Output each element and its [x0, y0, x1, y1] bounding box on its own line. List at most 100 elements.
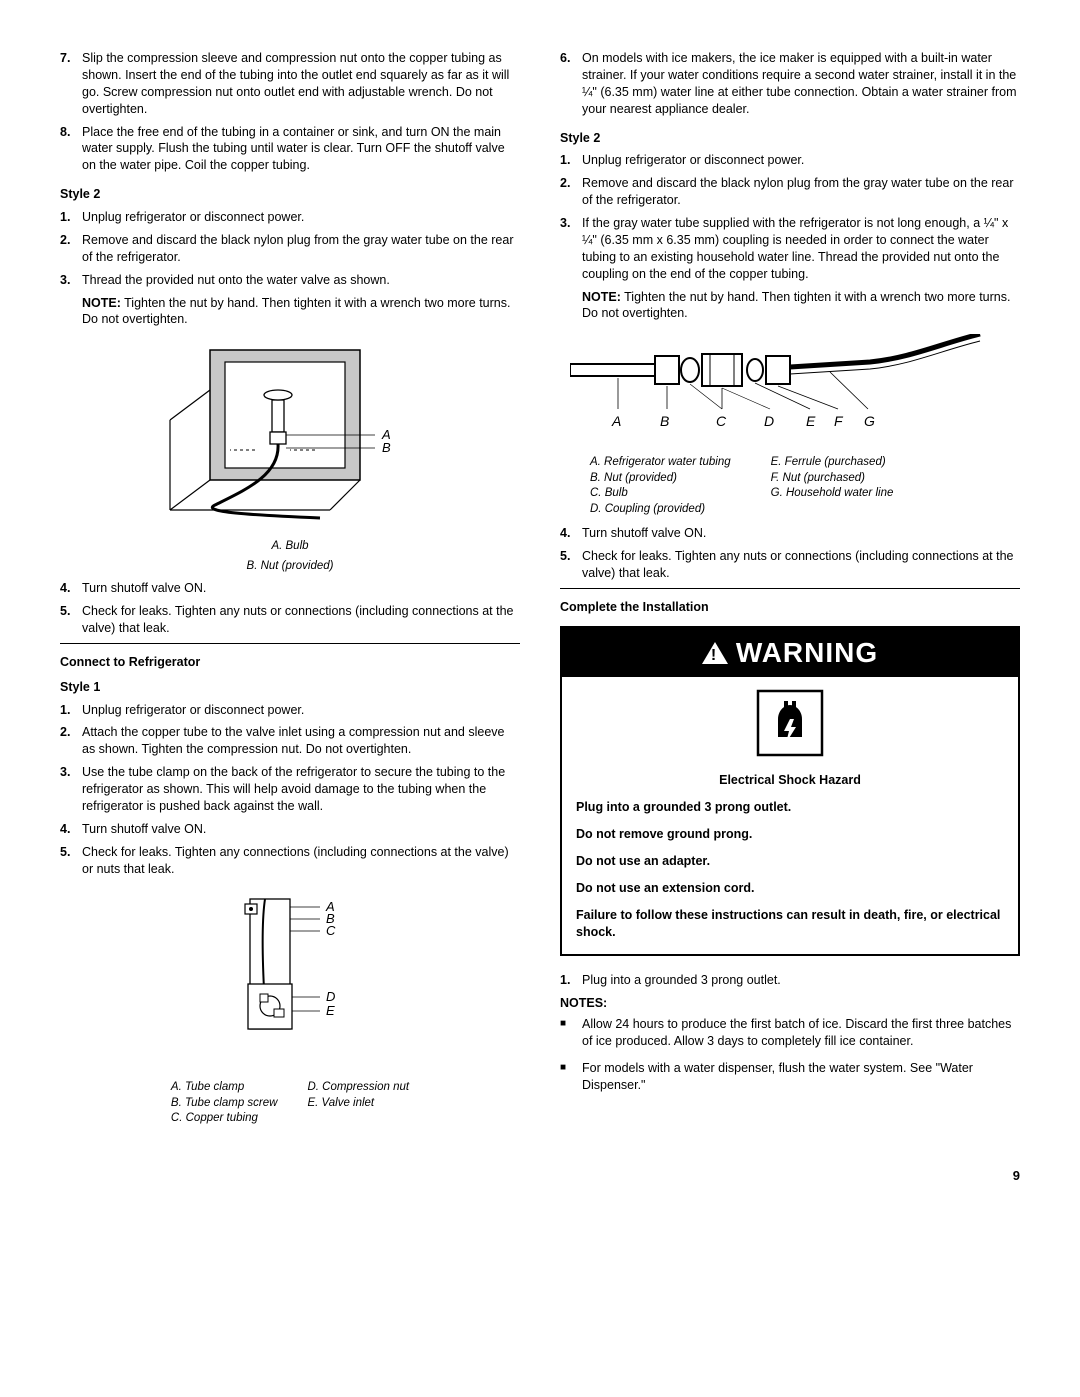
left-column: 7.Slip the compression sleeve and compre…	[60, 50, 520, 1127]
hazard-line: Do not remove ground prong.	[576, 826, 1004, 843]
fig2-letter: D	[326, 989, 335, 1004]
item-number: 5.	[560, 548, 582, 582]
fig3-letter: G	[864, 413, 875, 429]
fig3-letter: C	[716, 413, 727, 429]
item-number: 2.	[60, 724, 82, 758]
warning-body: Electrical Shock Hazard Plug into a grou…	[562, 677, 1018, 954]
item-number: 3.	[560, 215, 582, 283]
note-text: For models with a water dispenser, flush…	[582, 1060, 1020, 1094]
wall-valve-svg: A B	[160, 340, 420, 530]
two-column-layout: 7.Slip the compression sleeve and compre…	[60, 50, 1020, 1127]
item-text: Check for leaks. Tighten any connections…	[82, 844, 520, 878]
item-number: 5.	[60, 603, 82, 637]
list-item: 1.Plug into a grounded 3 prong outlet.	[560, 972, 1020, 989]
item-text: Unplug refrigerator or disconnect power.	[82, 209, 520, 226]
style1-heading: Style 1	[60, 679, 520, 696]
item-number: 2.	[560, 175, 582, 209]
hazard-line: Plug into a grounded 3 prong outlet.	[576, 799, 1004, 816]
list-item: 5.Check for leaks. Tighten any connectio…	[60, 844, 520, 878]
connect-heading: Connect to Refrigerator	[60, 654, 520, 671]
list-item: 6.On models with ice makers, the ice mak…	[560, 50, 1020, 118]
left-style2-list: 1.Unplug refrigerator or disconnect powe…	[60, 209, 520, 289]
note-text: Tighten the nut by hand. Then tighten it…	[582, 290, 1010, 321]
legend-item: B. Nut (provided)	[590, 471, 731, 487]
item-text: Use the tube clamp on the back of the re…	[82, 764, 520, 815]
fig1-caption-b: B. Nut (provided)	[60, 559, 520, 575]
legend-item: D. Compression nut	[307, 1080, 409, 1096]
item-number: 2.	[60, 232, 82, 266]
legend-item: A. Refrigerator water tubing	[590, 455, 731, 471]
fig3-legend: A. Refrigerator water tubing B. Nut (pro…	[560, 455, 1020, 517]
list-item: 1.Unplug refrigerator or disconnect powe…	[60, 702, 520, 719]
item-text: Remove and discard the black nylon plug …	[582, 175, 1020, 209]
fig3-letter: B	[660, 413, 669, 429]
fig2-letter: E	[326, 1003, 335, 1018]
list-item: 5.Check for leaks. Tighten any nuts or c…	[60, 603, 520, 637]
legend-item: F. Nut (purchased)	[771, 471, 894, 487]
right-style2-after: 4.Turn shutoff valve ON. 5.Check for lea…	[560, 525, 1020, 582]
item-text: Check for leaks. Tighten any nuts or con…	[82, 603, 520, 637]
item-number: 3.	[60, 764, 82, 815]
item-number: 1.	[60, 702, 82, 719]
hazard-line: Do not use an extension cord.	[576, 880, 1004, 897]
item-text: Thread the provided nut onto the water v…	[82, 272, 520, 289]
note-label: NOTE:	[82, 296, 121, 310]
item-number: 1.	[560, 152, 582, 169]
list-item: 5.Check for leaks. Tighten any nuts or c…	[560, 548, 1020, 582]
right-column: 6.On models with ice makers, the ice mak…	[560, 50, 1020, 1127]
item-text: Unplug refrigerator or disconnect power.	[582, 152, 1020, 169]
list-item: 2.Remove and discard the black nylon plu…	[60, 232, 520, 266]
legend-item: B. Tube clamp screw	[171, 1096, 278, 1112]
left-style2-after: 4.Turn shutoff valve ON. 5.Check for lea…	[60, 580, 520, 637]
page-number: 9	[60, 1167, 1020, 1185]
legend-item: G. Household water line	[771, 486, 894, 502]
hazard-title: Electrical Shock Hazard	[576, 772, 1004, 789]
warning-word: WARNING	[736, 634, 878, 672]
item-text: Turn shutoff valve ON.	[82, 580, 520, 597]
item-number: 7.	[60, 50, 82, 118]
item-number: 5.	[60, 844, 82, 878]
list-item: 2.Remove and discard the black nylon plu…	[560, 175, 1020, 209]
warning-box: WARNING Electrical Shock Hazard Plug int…	[560, 626, 1020, 957]
legend-item: E. Valve inlet	[307, 1096, 409, 1112]
list-item: 2.Attach the copper tube to the valve in…	[60, 724, 520, 758]
list-item: 4.Turn shutoff valve ON.	[60, 580, 520, 597]
note-label: NOTE:	[582, 290, 621, 304]
item-text: Turn shutoff valve ON.	[82, 821, 520, 838]
note-item: Allow 24 hours to produce the first batc…	[560, 1016, 1020, 1050]
item-text: Unplug refrigerator or disconnect power.	[82, 702, 520, 719]
figure-wall-valve: A B A. Bulb B. Nut (provided)	[60, 340, 520, 574]
style2-note-right: NOTE: Tighten the nut by hand. Then tigh…	[582, 289, 1020, 323]
item-number: 1.	[60, 209, 82, 226]
legend-item: A. Tube clamp	[171, 1080, 278, 1096]
fig3-letter: A	[611, 413, 621, 429]
fig2-legend: A. Tube clamp B. Tube clamp screw C. Cop…	[60, 1080, 520, 1127]
item-number: 8.	[60, 124, 82, 175]
figure-coupling: A B C D E F G	[570, 334, 1020, 449]
left-top-list: 7.Slip the compression sleeve and compre…	[60, 50, 520, 174]
warning-header: WARNING	[562, 628, 1018, 678]
note-item: For models with a water dispenser, flush…	[560, 1060, 1020, 1094]
hazard-line: Failure to follow these instructions can…	[576, 907, 1004, 941]
legend-item: D. Coupling (provided)	[590, 502, 731, 518]
style2-heading-right: Style 2	[560, 130, 1020, 147]
list-item: 3.Use the tube clamp on the back of the …	[60, 764, 520, 815]
fig1-caption-a: A. Bulb	[60, 539, 520, 555]
item-text: Check for leaks. Tighten any nuts or con…	[582, 548, 1020, 582]
item-text: Place the free end of the tubing in a co…	[82, 124, 520, 175]
item-text: On models with ice makers, the ice maker…	[582, 50, 1020, 118]
coupling-svg: A B C D E F G	[570, 334, 990, 444]
fig3-letter: F	[834, 413, 844, 429]
note-text: Tighten the nut by hand. Then tighten it…	[82, 296, 510, 327]
fig3-letter: D	[764, 413, 774, 429]
right-top-list: 6.On models with ice makers, the ice mak…	[560, 50, 1020, 118]
item-text: Turn shutoff valve ON.	[582, 525, 1020, 542]
item-number: 4.	[560, 525, 582, 542]
list-item: 1.Unplug refrigerator or disconnect powe…	[60, 209, 520, 226]
style2-heading: Style 2	[60, 186, 520, 203]
left-style1-list: 1.Unplug refrigerator or disconnect powe…	[60, 702, 520, 878]
list-item: 8.Place the free end of the tubing in a …	[60, 124, 520, 175]
legend-item: C. Bulb	[590, 486, 731, 502]
list-item: 4.Turn shutoff valve ON.	[560, 525, 1020, 542]
right-style2-list: 1.Unplug refrigerator or disconnect powe…	[560, 152, 1020, 282]
